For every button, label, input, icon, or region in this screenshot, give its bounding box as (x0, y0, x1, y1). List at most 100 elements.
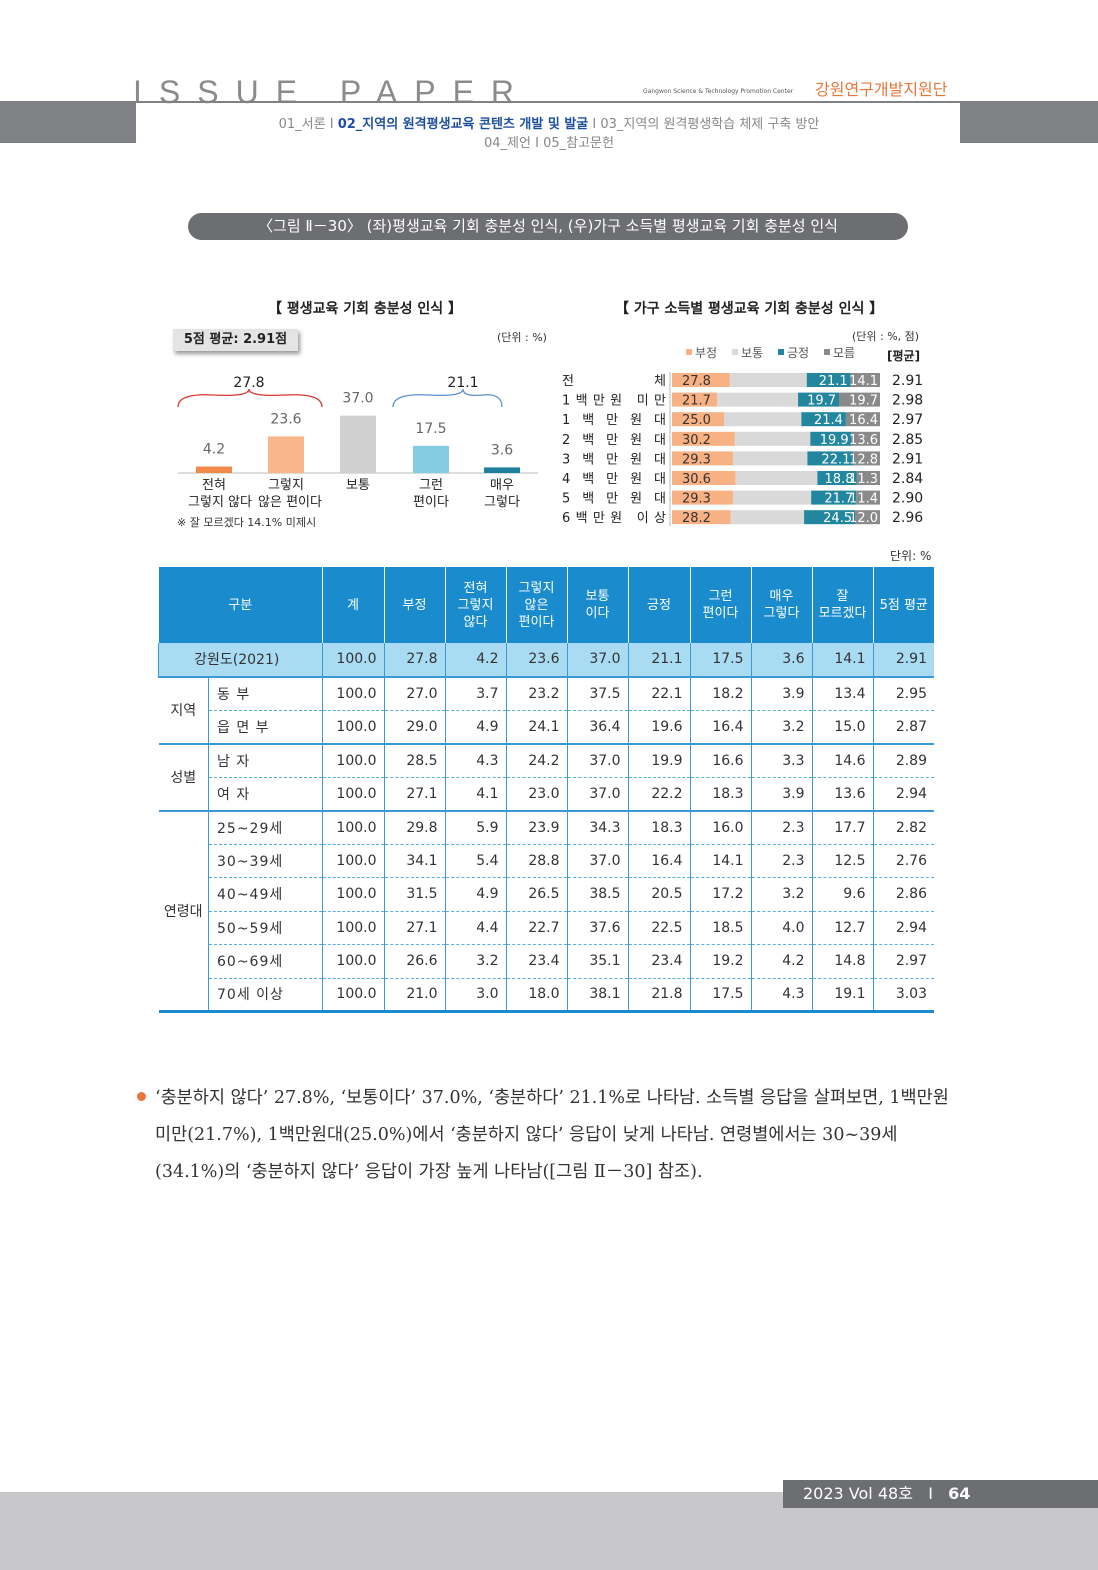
section-nav-2: 04_제언 I 05_참고문헌 (0, 132, 1098, 151)
nav-item-1[interactable]: 01_서론 (278, 117, 326, 132)
negative-value-label: 28.2 (682, 511, 711, 526)
stacked-segment (806, 373, 851, 387)
stacked-segment (798, 392, 840, 407)
cell: 4.2 (444, 643, 506, 677)
header-line: 5점 평균 (879, 597, 928, 613)
nav-item-3[interactable]: 03_지역의 원격평생학습 체제 구축 방안 (600, 117, 820, 132)
nav-sep: I (535, 136, 539, 151)
row-label-text: 읍 면 부 (217, 719, 270, 736)
negative-value-label: 30.2 (682, 433, 711, 448)
cell: 100.0 (321, 709, 384, 744)
cell: 37.0 (566, 742, 628, 777)
average-value: 2.91 (892, 373, 923, 389)
cell: 38.1 (566, 977, 628, 1012)
stacked-segment (672, 490, 733, 505)
income-category-label: 전 체 (562, 374, 666, 389)
column-header: 구분 (158, 567, 322, 643)
category-label: 보통 (346, 478, 370, 493)
unknown-value-label: 11.3 (849, 472, 878, 487)
cell: 3.2 (750, 877, 812, 911)
table-row: 성별 남 자 100.0 28.5 4.3 24.2 37.0 19.9 16.6 3.3 14.6… (158, 742, 934, 811)
org-name-ko: 강원연구개발지원단 (815, 80, 948, 99)
category-label: 매우 (490, 478, 514, 493)
stacked-segment (811, 490, 857, 505)
cell: 3.2 (750, 709, 812, 744)
issue-label: 2023 Vol 48호 (803, 1484, 913, 1503)
stacked-segment (851, 431, 880, 446)
table-row: 여 자 100.0 27.1 4.1 23.0 37.0 22.2 18.3 3.9 13.6 2.… (159, 776, 934, 811)
cell: 37.0 (566, 776, 628, 811)
cell: 2.3 (750, 809, 812, 844)
cell: 21.1 (627, 643, 690, 677)
stacked-segment (845, 412, 880, 427)
cell: 18.5 (689, 910, 751, 945)
cell: 12.5 (811, 843, 873, 878)
cell: 4.9 (444, 877, 506, 911)
row-label: 30~39세 (208, 843, 322, 878)
row-label-text: 70세 이상 (217, 987, 284, 1004)
stacked-segment (717, 392, 799, 407)
stacked-segment (672, 451, 733, 466)
group-label: 성별 (158, 742, 209, 811)
footer-sep: I (928, 1484, 933, 1503)
cell: 36.4 (566, 709, 628, 744)
cell: 14.6 (811, 742, 873, 777)
nav-item-2[interactable]: 02_지역의 원격평생교육 콘텐츠 개발 및 발굴 (337, 117, 589, 132)
section-nav: 01_서론 I 02_지역의 원격평생교육 콘텐츠 개발 및 발굴 I 03_지… (0, 113, 1098, 132)
positive-value-label: 22.1 (821, 452, 850, 467)
header-line: 그런 (708, 589, 733, 604)
average-value: 2.85 (892, 432, 923, 448)
category-label: 그렇지 않다 (188, 495, 252, 510)
row-label-text: 남 자 (217, 753, 251, 770)
right-chart-title: 【 가구 소득별 평생교육 기회 충분성 인식 】 (615, 301, 884, 317)
group-label: 연령대 (158, 809, 209, 1012)
table-row: 연령대 25~29세 100.0 29.8 5.9 23.9 34.3 18.3 16.0 2.3… (158, 809, 934, 1012)
cell: 26.6 (383, 944, 445, 978)
cell: 29.8 (383, 809, 445, 844)
cell: 17.7 (811, 809, 873, 844)
cell: 3.03 (872, 977, 934, 1012)
nav-item-5[interactable]: 05_참고문헌 (543, 136, 614, 151)
column-header: 잘 모르겠다 (811, 567, 873, 643)
cell: 23.6 (505, 643, 567, 677)
row-label: 50~59세 (208, 910, 322, 945)
header-line: 보통 (585, 589, 610, 604)
header-bar-left (0, 103, 136, 143)
column-header: 매우 그렇다 (750, 567, 812, 643)
unknown-value-label: 12.8 (849, 452, 878, 467)
page-number: 64 (948, 1484, 971, 1503)
cell: 28.5 (383, 742, 445, 777)
nav-item-4[interactable]: 04_제언 (484, 136, 531, 151)
header-line: 그렇지 (457, 597, 494, 613)
row-label: 남 자 (208, 742, 322, 777)
cell: 100.0 (321, 809, 384, 844)
cell: 100.0 (321, 643, 384, 677)
cell: 14.8 (811, 944, 873, 978)
cell: 22.1 (627, 675, 690, 710)
cell: 3.3 (750, 742, 812, 777)
income-category-label: 3 백 만 원 대 (562, 452, 666, 467)
cell: 17.5 (689, 643, 751, 677)
cell: 16.0 (689, 809, 751, 844)
cell: 3.9 (750, 675, 812, 710)
table-row: 읍 면 부 100.0 29.0 4.9 24.1 36.4 19.6 16.4 3.2 15.0… (159, 709, 934, 744)
cell: 23.0 (505, 776, 567, 811)
cell: 4.3 (444, 742, 506, 777)
issue-paper-logo: ISSUE PAPER (133, 74, 532, 110)
cell: 16.6 (689, 742, 751, 777)
table-unit: 단위: % (890, 549, 932, 563)
cell: 100.0 (321, 977, 384, 1012)
cell: 23.4 (505, 944, 567, 978)
header-line: 편이다 (518, 614, 555, 630)
row-label: 동 부 (208, 675, 322, 710)
stacked-segment (810, 431, 852, 446)
cell: 4.0 (750, 910, 812, 945)
left-chart-note: ※ 잘 모르겠다 14.1% 미제시 (177, 516, 317, 529)
positive-value-label: 19.9 (820, 433, 849, 448)
row-label: 70세 이상 (208, 977, 322, 1012)
row-label: 여 자 (208, 776, 322, 811)
stacked-segment (672, 373, 730, 387)
cell: 2.82 (872, 809, 934, 844)
cell: 19.6 (627, 709, 690, 744)
cell: 100.0 (321, 776, 384, 811)
